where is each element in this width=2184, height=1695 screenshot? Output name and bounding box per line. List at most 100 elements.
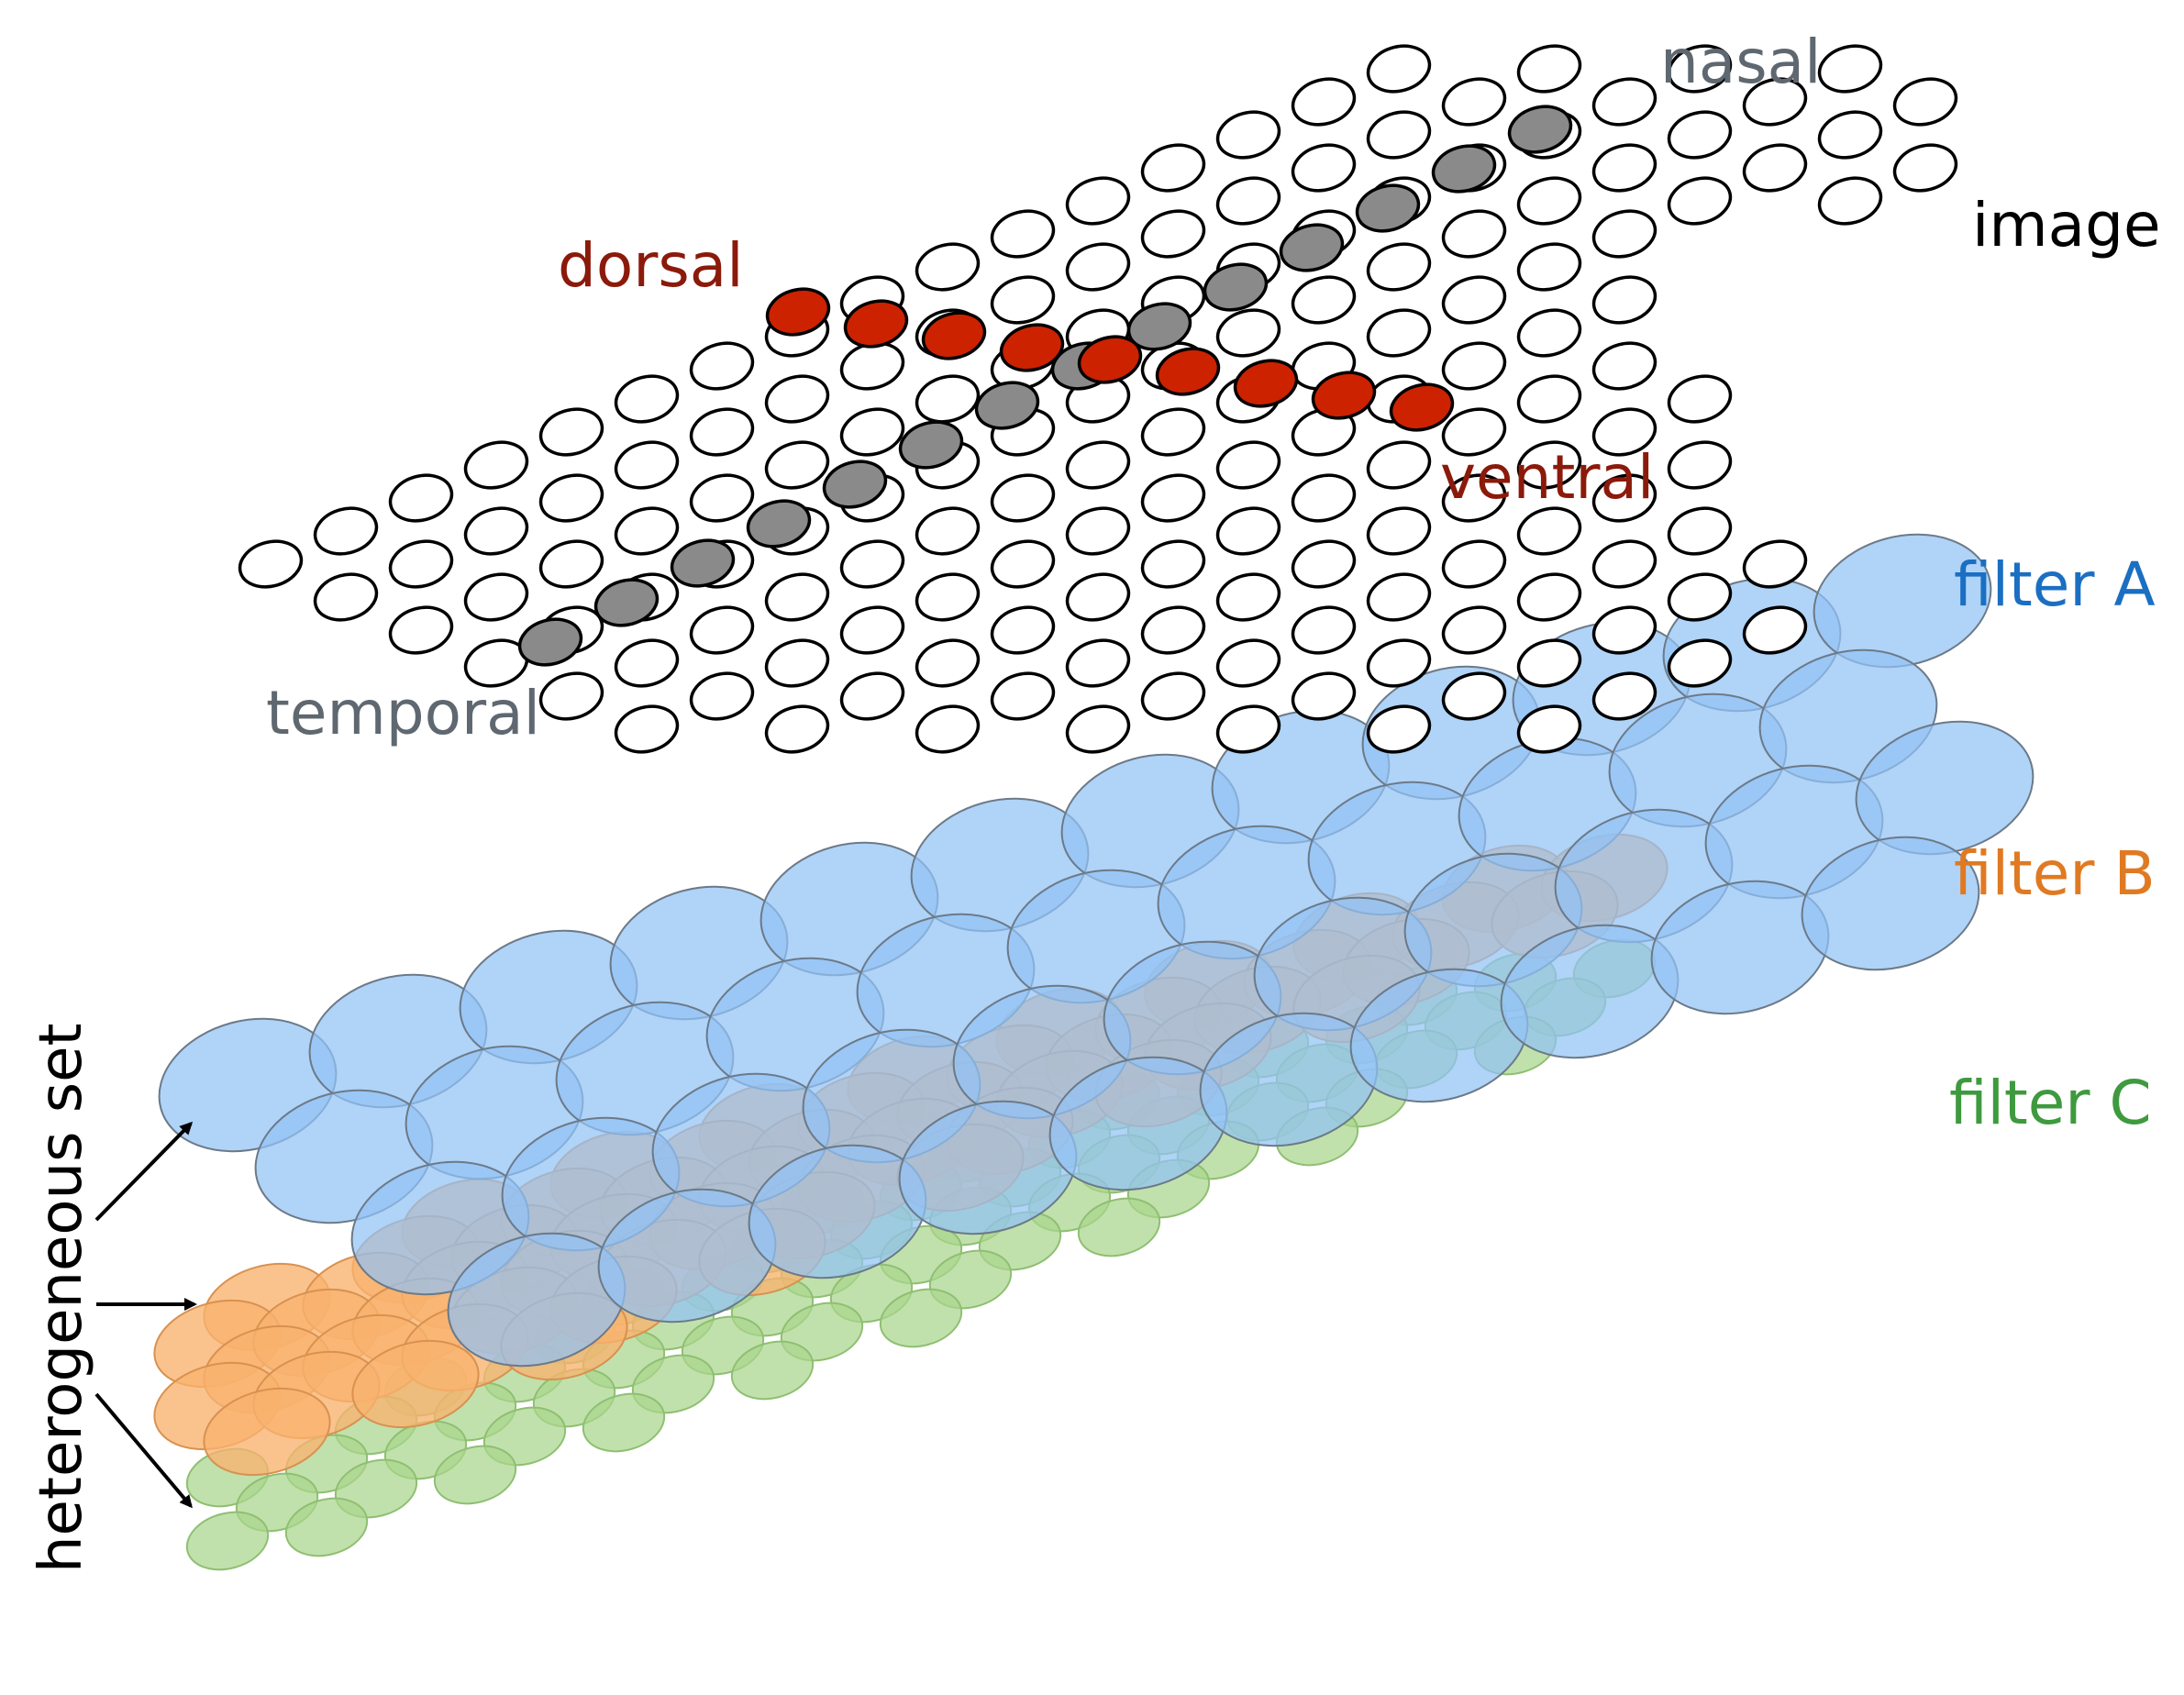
image-cell xyxy=(1366,110,1432,160)
image-cell xyxy=(1366,506,1432,556)
image-cell xyxy=(1591,539,1657,589)
temporal-nasal-cell xyxy=(746,499,812,548)
image-cell xyxy=(764,704,830,754)
image-cell xyxy=(1591,473,1657,523)
image-cell xyxy=(1215,110,1281,160)
image-cell xyxy=(1441,77,1507,127)
filter-b-cell xyxy=(351,1339,480,1429)
image-cell xyxy=(1742,605,1808,655)
image-cell xyxy=(915,506,981,556)
image-cell xyxy=(689,605,755,655)
image-cell xyxy=(839,539,905,589)
image-cell xyxy=(990,671,1056,721)
image-cell xyxy=(1291,473,1357,523)
image-cell xyxy=(1667,572,1733,622)
image-cell xyxy=(1591,209,1657,259)
image-cell xyxy=(1215,308,1281,358)
image-cell xyxy=(614,440,680,490)
image-cell xyxy=(1591,671,1657,721)
image-cell xyxy=(1516,44,1582,94)
image-cell xyxy=(1892,143,1958,193)
image-cell xyxy=(839,605,905,655)
image-cell xyxy=(689,341,755,391)
image-cell xyxy=(1291,671,1357,721)
image-cell xyxy=(915,572,981,622)
image-cell xyxy=(1742,539,1808,589)
image-cell xyxy=(1140,605,1206,655)
image-cell xyxy=(1667,638,1733,688)
temporal-nasal-cell xyxy=(1126,302,1192,351)
filter-a-cell xyxy=(1813,533,1992,669)
image-cell xyxy=(1441,209,1507,259)
image-cell xyxy=(1441,473,1507,523)
image-cell xyxy=(1140,473,1206,523)
image-cell xyxy=(1516,440,1582,490)
image-cell xyxy=(1742,143,1808,193)
image-cell xyxy=(1591,275,1657,325)
image-cell xyxy=(1516,242,1582,292)
temporal-nasal-cell xyxy=(517,617,583,667)
image-cell xyxy=(1892,77,1958,127)
image-cell xyxy=(313,572,379,622)
dorsal-ventral-cell xyxy=(1155,347,1221,396)
image-cell xyxy=(689,671,755,721)
label-filter-c: filter C xyxy=(1949,1068,2152,1138)
image-cell xyxy=(1667,440,1733,490)
temporal-nasal-cell xyxy=(1203,262,1269,312)
image-cell xyxy=(1591,143,1657,193)
image-cell xyxy=(1667,110,1733,160)
image-cell xyxy=(1667,506,1733,556)
image-cell xyxy=(1441,671,1507,721)
image-cell xyxy=(1291,275,1357,325)
image-cell xyxy=(1065,704,1131,754)
image-cell xyxy=(1366,44,1432,94)
temporal-nasal-cell xyxy=(670,538,736,588)
image-cell xyxy=(1065,440,1131,490)
image-cell xyxy=(1215,572,1281,622)
image-cell xyxy=(1215,638,1281,688)
image-cell xyxy=(915,638,981,688)
image-cell xyxy=(1516,572,1582,622)
filter-c-cell xyxy=(879,1288,963,1348)
filter-c-cell xyxy=(284,1497,369,1557)
temporal-nasal-cell xyxy=(1279,223,1345,272)
label-filter-a: filter A xyxy=(1954,549,2156,620)
image-cell xyxy=(1366,638,1432,688)
image-cell xyxy=(1366,704,1432,754)
image-cell xyxy=(990,473,1056,523)
image-cell xyxy=(1140,209,1206,259)
image-cell xyxy=(1591,605,1657,655)
filter-a-cell xyxy=(1801,836,1980,971)
temporal-nasal-cell xyxy=(822,460,888,509)
image-cell xyxy=(1591,407,1657,457)
filter-b-cell xyxy=(203,1387,331,1477)
image-cell xyxy=(689,473,755,523)
image-cell xyxy=(1366,440,1432,490)
image-cell xyxy=(538,473,604,523)
image-cell xyxy=(915,242,981,292)
image-cell xyxy=(1291,143,1357,193)
image-cell xyxy=(1441,539,1507,589)
image-cell xyxy=(1667,176,1733,226)
label-filter-b: filter B xyxy=(1954,838,2156,909)
image-cell xyxy=(990,605,1056,655)
image-cell xyxy=(1516,176,1582,226)
image-cell xyxy=(1215,440,1281,490)
dorsal-ventral-cell xyxy=(765,287,831,337)
image-cell xyxy=(1441,275,1507,325)
image-cell xyxy=(463,572,529,622)
image-cell xyxy=(313,506,379,556)
image-cell xyxy=(463,506,529,556)
arrow-to-filter-a xyxy=(94,1121,194,1222)
image-cell xyxy=(1667,44,1733,94)
image-cell xyxy=(538,671,604,721)
image-cell xyxy=(1140,407,1206,457)
image-cell xyxy=(990,209,1056,259)
image-cell xyxy=(1591,341,1657,391)
image-cell xyxy=(1140,671,1206,721)
arrow-to-filter-c xyxy=(94,1392,193,1509)
image-cell xyxy=(1065,638,1131,688)
filter-c-cell xyxy=(433,1445,517,1505)
label-nasal: nasal xyxy=(1660,27,1821,97)
image-cell xyxy=(388,605,454,655)
